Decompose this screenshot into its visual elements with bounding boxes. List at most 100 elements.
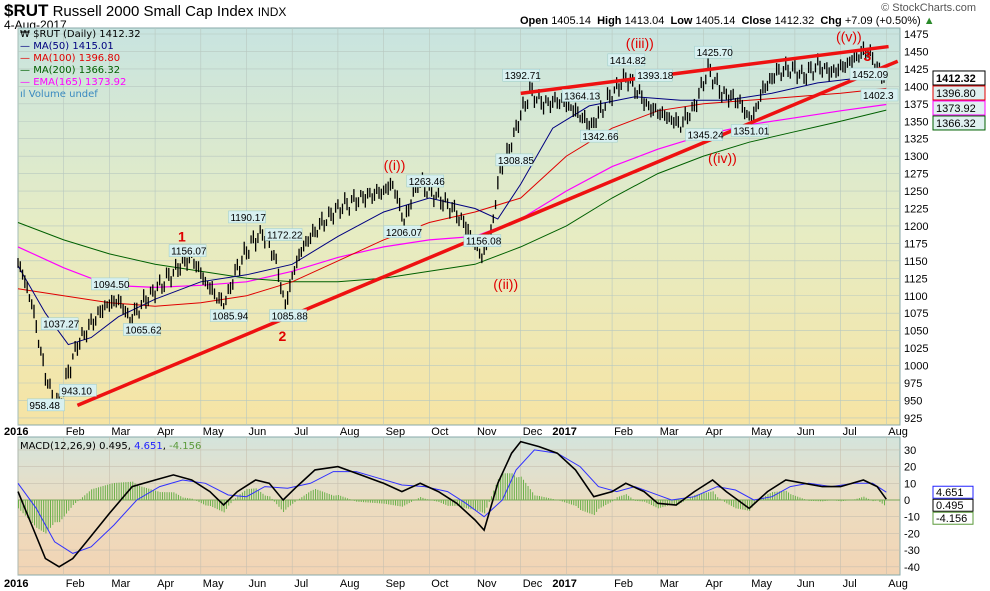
macd-x-tick-label: Mar: [660, 578, 679, 590]
histogram-bar: [31, 500, 33, 523]
histogram-bar: [797, 496, 799, 500]
histogram-bar: [123, 482, 125, 500]
histogram-bar: [271, 498, 273, 500]
signal-line: [17, 449, 887, 554]
histogram-bar: [360, 500, 362, 503]
price-label-box: [168, 244, 207, 257]
histogram-bar: [726, 500, 728, 504]
y-tick-label: 1375: [904, 99, 928, 111]
histogram-bar: [637, 500, 639, 502]
histogram-bar: [342, 496, 344, 500]
histogram-bar: [634, 500, 636, 501]
histogram-bar: [618, 496, 620, 500]
x-tick-label: Oct: [431, 426, 448, 438]
histogram-bar: [543, 496, 545, 500]
axis-badge: [932, 85, 986, 101]
histogram-bar: [596, 500, 598, 512]
histogram-bar: [749, 500, 751, 511]
histogram-bar: [564, 500, 566, 503]
histogram-bar: [152, 489, 154, 500]
histogram-bar: [586, 500, 588, 513]
histogram-bar: [45, 500, 47, 534]
histogram-bar: [511, 473, 513, 500]
histogram-bar: [561, 500, 563, 502]
axis-badge-label: 1396.80: [936, 88, 976, 100]
price-label: 1402.3: [863, 91, 894, 102]
histogram-bar: [180, 496, 182, 500]
legend-swatch-icon: —: [20, 77, 34, 88]
open-label: Open: [520, 15, 549, 27]
wave-label: ((iv)): [708, 150, 737, 166]
histogram-bar: [93, 488, 95, 500]
histogram-bar: [872, 500, 874, 502]
price-label: 1156.08: [466, 237, 502, 248]
histogram-bar: [244, 490, 246, 500]
macd-x-tick-label: Jun: [797, 578, 815, 590]
histogram-bar: [177, 494, 179, 500]
histogram-bar: [625, 494, 627, 500]
histogram-bar: [781, 491, 783, 500]
histogram-bar: [369, 500, 371, 503]
histogram-bar: [541, 496, 543, 500]
histogram-bar: [570, 500, 572, 505]
histogram-bar: [671, 500, 673, 505]
x-tick-label: 2016: [4, 426, 28, 438]
price-label-box: [495, 153, 534, 167]
price-label: 1345.24: [687, 131, 724, 142]
histogram-bar: [753, 500, 755, 505]
legend-swatch-icon: —: [20, 53, 34, 64]
axis-badge: [932, 70, 986, 86]
macd-y-tick-label: -10: [904, 512, 920, 524]
macd-x-tick-label: Aug: [888, 578, 908, 590]
histogram-bar: [367, 500, 369, 503]
histogram-bar: [559, 500, 561, 501]
histogram-bar: [804, 499, 806, 500]
price-label-box: [91, 277, 129, 291]
histogram-bar: [401, 500, 403, 507]
x-tick-label: Feb: [614, 426, 633, 438]
legend-item: — MA(100) 1396.80: [20, 53, 141, 65]
histogram-bar: [260, 491, 262, 500]
histogram-bar: [440, 500, 442, 503]
histogram-bar: [129, 481, 131, 500]
histogram-bar: [52, 500, 54, 526]
histogram-bar: [395, 500, 397, 506]
histogram-bar: [673, 500, 675, 506]
histogram-bar: [461, 500, 463, 508]
macd-x-tick-label: Feb: [614, 578, 633, 590]
histogram-bar: [566, 500, 568, 504]
histogram-bar: [289, 500, 291, 506]
macd-x-tick-label: Aug: [340, 578, 360, 590]
histogram-bar: [724, 500, 726, 502]
histogram-bar: [75, 500, 77, 504]
histogram-bar: [838, 500, 840, 502]
histogram-bar: [273, 500, 275, 502]
price-panel: [17, 27, 901, 426]
up-arrow-icon: ▲: [923, 15, 935, 27]
legend-item: ıl Volume undef: [20, 89, 141, 101]
x-tick-label: Dec: [523, 426, 543, 438]
y-tick-label: 1275: [904, 169, 928, 181]
histogram-bar: [385, 500, 387, 505]
macd-x-tick-label: Dec: [523, 578, 543, 590]
histogram-bar: [283, 500, 285, 513]
histogram-bar: [600, 500, 602, 508]
histogram-bar: [717, 497, 719, 500]
histogram-bar: [518, 477, 520, 500]
histogram-bar: [639, 500, 641, 502]
histogram-bar: [840, 500, 842, 502]
histogram-bar: [72, 500, 74, 506]
histogram-bar: [56, 500, 58, 523]
histogram-bar: [881, 500, 883, 504]
histogram-bar: [783, 491, 785, 500]
histogram-bar: [593, 500, 595, 516]
histogram-bar: [358, 500, 360, 502]
histogram-bar: [312, 489, 314, 500]
brand-logo[interactable]: © StockCharts.com: [881, 2, 976, 14]
histogram-bar: [171, 492, 173, 500]
macd-x-tick-label: 2017: [552, 578, 576, 590]
price-label: 1364.13: [564, 91, 601, 102]
price-label: 1393.18: [637, 71, 674, 82]
histogram-bar: [383, 500, 385, 504]
